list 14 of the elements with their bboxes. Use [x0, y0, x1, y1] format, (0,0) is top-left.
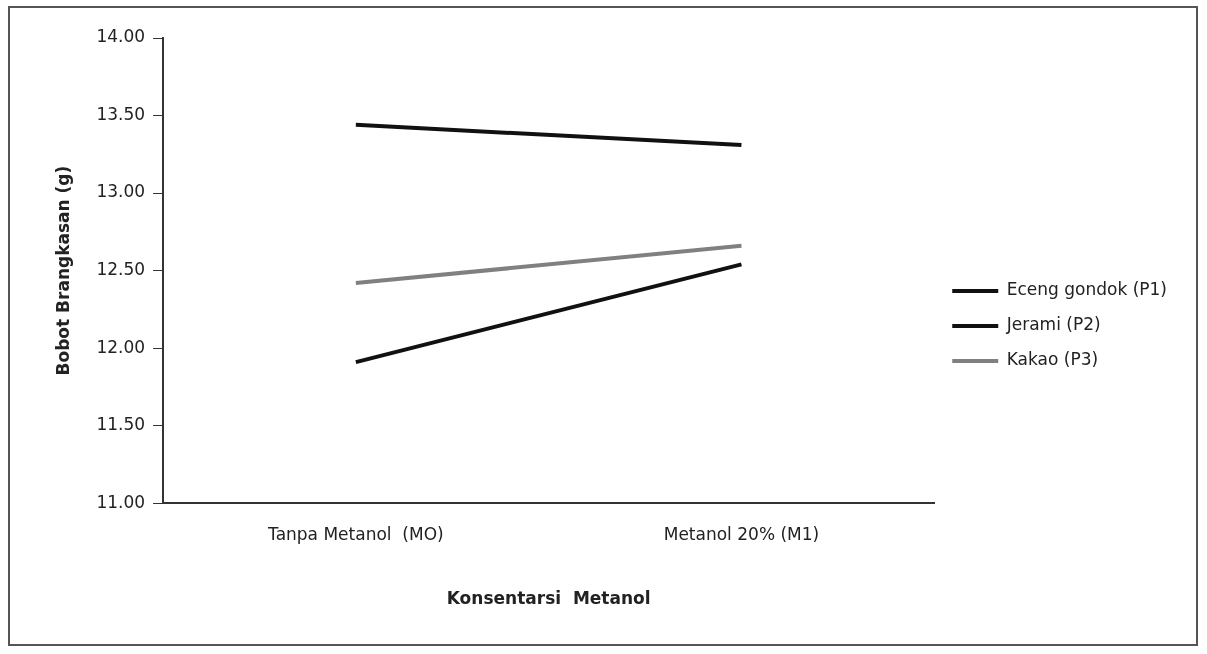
y-tick-label: 13.00: [96, 181, 146, 202]
legend-label: Eceng gondok (P1): [1006, 279, 1168, 300]
y-tick-label: 14.00: [96, 26, 146, 47]
x-axis-title: Konsentarsi Metanol: [446, 588, 651, 609]
y-tick-label: 11.00: [96, 491, 146, 512]
y-tick-label: 13.50: [96, 103, 146, 124]
y-axis-title: Bobot Brangkasan (g): [52, 165, 73, 376]
x-tick-label: Metanol 20% (M1): [663, 523, 820, 544]
legend-label: Jerami (P2): [1005, 314, 1101, 335]
x-tick-label: Tanpa Metanol (MO): [267, 523, 444, 544]
y-tick-label: 12.50: [96, 259, 146, 280]
y-tick-label: 11.50: [96, 414, 146, 435]
y-tick-label: 12.00: [96, 336, 146, 357]
legend-label: Kakao (P3): [1006, 349, 1099, 370]
